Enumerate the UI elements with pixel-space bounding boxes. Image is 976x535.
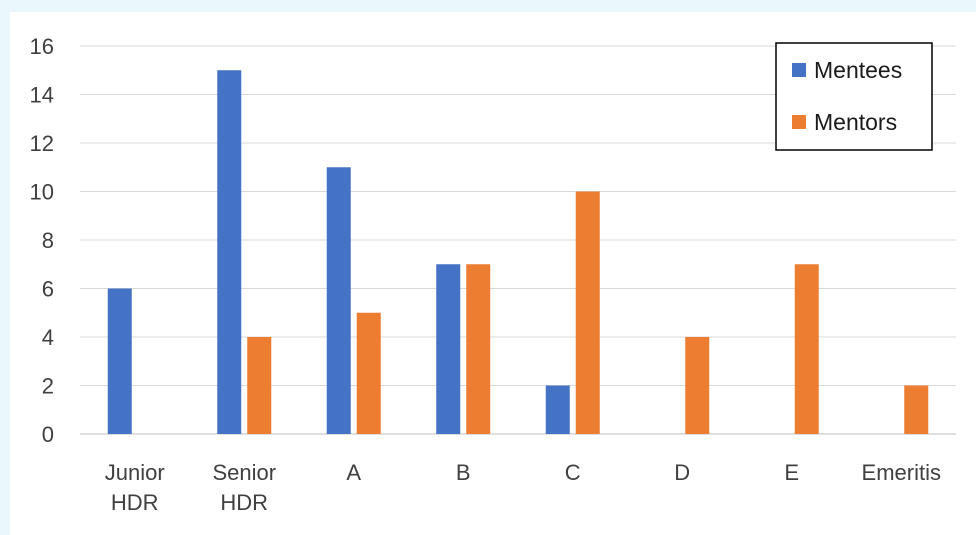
legend-swatch-mentors (792, 115, 806, 129)
x-tick-label: Emeritis (862, 460, 941, 485)
x-tick-label: HDR (111, 490, 159, 515)
bar-mentees-2 (326, 167, 351, 434)
y-tick-label: 6 (42, 277, 54, 302)
bar-mentees-3 (436, 264, 461, 434)
y-tick-label: 2 (42, 374, 54, 399)
x-tick-label: Junior (105, 460, 165, 485)
x-tick-label: C (565, 460, 581, 485)
x-tick-label: B (456, 460, 471, 485)
bar-mentors-4 (575, 191, 600, 434)
bar-mentors-7 (904, 385, 929, 434)
bar-mentors-2 (356, 312, 381, 434)
legend-swatch-mentees (792, 63, 806, 77)
bar-mentors-1 (247, 337, 272, 434)
legend-label-mentees: Mentees (814, 57, 902, 83)
y-tick-label: 16 (30, 34, 54, 59)
y-tick-label: 14 (30, 83, 54, 108)
bar-mentors-6 (794, 264, 819, 434)
x-tick-label: HDR (220, 490, 268, 515)
y-tick-label: 10 (30, 180, 54, 205)
y-tick-label: 0 (42, 422, 54, 447)
bar-mentees-4 (545, 385, 570, 434)
bar-mentees-1 (217, 70, 242, 434)
x-tick-label: A (346, 460, 361, 485)
x-axis: Junior HDR Senior HDR A B C D E Emeritis (105, 460, 941, 515)
bar-mentees-0 (107, 288, 132, 434)
legend: Mentees Mentors (775, 42, 933, 151)
bar-mentors-5 (685, 337, 710, 434)
x-tick-label: D (674, 460, 690, 485)
x-tick-label: Senior (212, 460, 276, 485)
y-tick-label: 4 (42, 325, 54, 350)
chart-frame: 0 2 4 6 8 10 12 14 16 Junior HDR Senior HDR A B C D E Eme… (10, 12, 976, 535)
y-tick-label: 8 (42, 228, 54, 253)
y-tick-label: 12 (30, 131, 54, 156)
x-tick-label: E (784, 460, 799, 485)
bar-chart: 0 2 4 6 8 10 12 14 16 Junior HDR Senior HDR A B C D E Eme… (30, 34, 956, 515)
bars (107, 70, 929, 434)
legend-label-mentors: Mentors (814, 109, 897, 135)
y-axis: 0 2 4 6 8 10 12 14 16 (30, 34, 54, 447)
bar-mentors-3 (466, 264, 491, 434)
legend-box (775, 42, 933, 151)
